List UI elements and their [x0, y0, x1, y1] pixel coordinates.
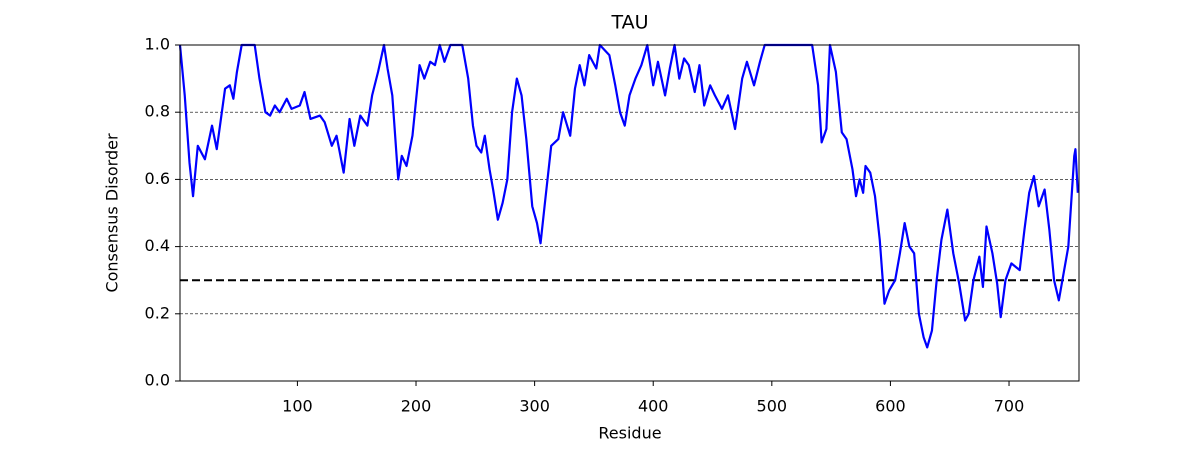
y-tick-label: 0.0	[145, 371, 170, 390]
y-axis-label: Consensus Disorder	[103, 133, 122, 293]
x-tick-label: 100	[282, 397, 313, 416]
y-tick-label: 0.2	[145, 303, 170, 322]
y-tick-label: 0.8	[145, 102, 170, 121]
plot-frame	[179, 44, 1080, 382]
x-tick-label: 400	[638, 397, 669, 416]
x-tick-label: 500	[757, 397, 788, 416]
x-tick-label: 600	[875, 397, 906, 416]
x-axis-label: Residue	[598, 424, 661, 443]
x-tick-label: 300	[519, 397, 550, 416]
x-tick-label: 700	[994, 397, 1025, 416]
y-tick-label: 1.0	[145, 35, 170, 54]
x-tick-label: 200	[401, 397, 432, 416]
y-tick-label: 0.4	[145, 236, 170, 255]
chart-title: TAU	[610, 12, 648, 34]
y-tick-label: 0.6	[145, 169, 170, 188]
data-line	[178, 43, 1079, 349]
